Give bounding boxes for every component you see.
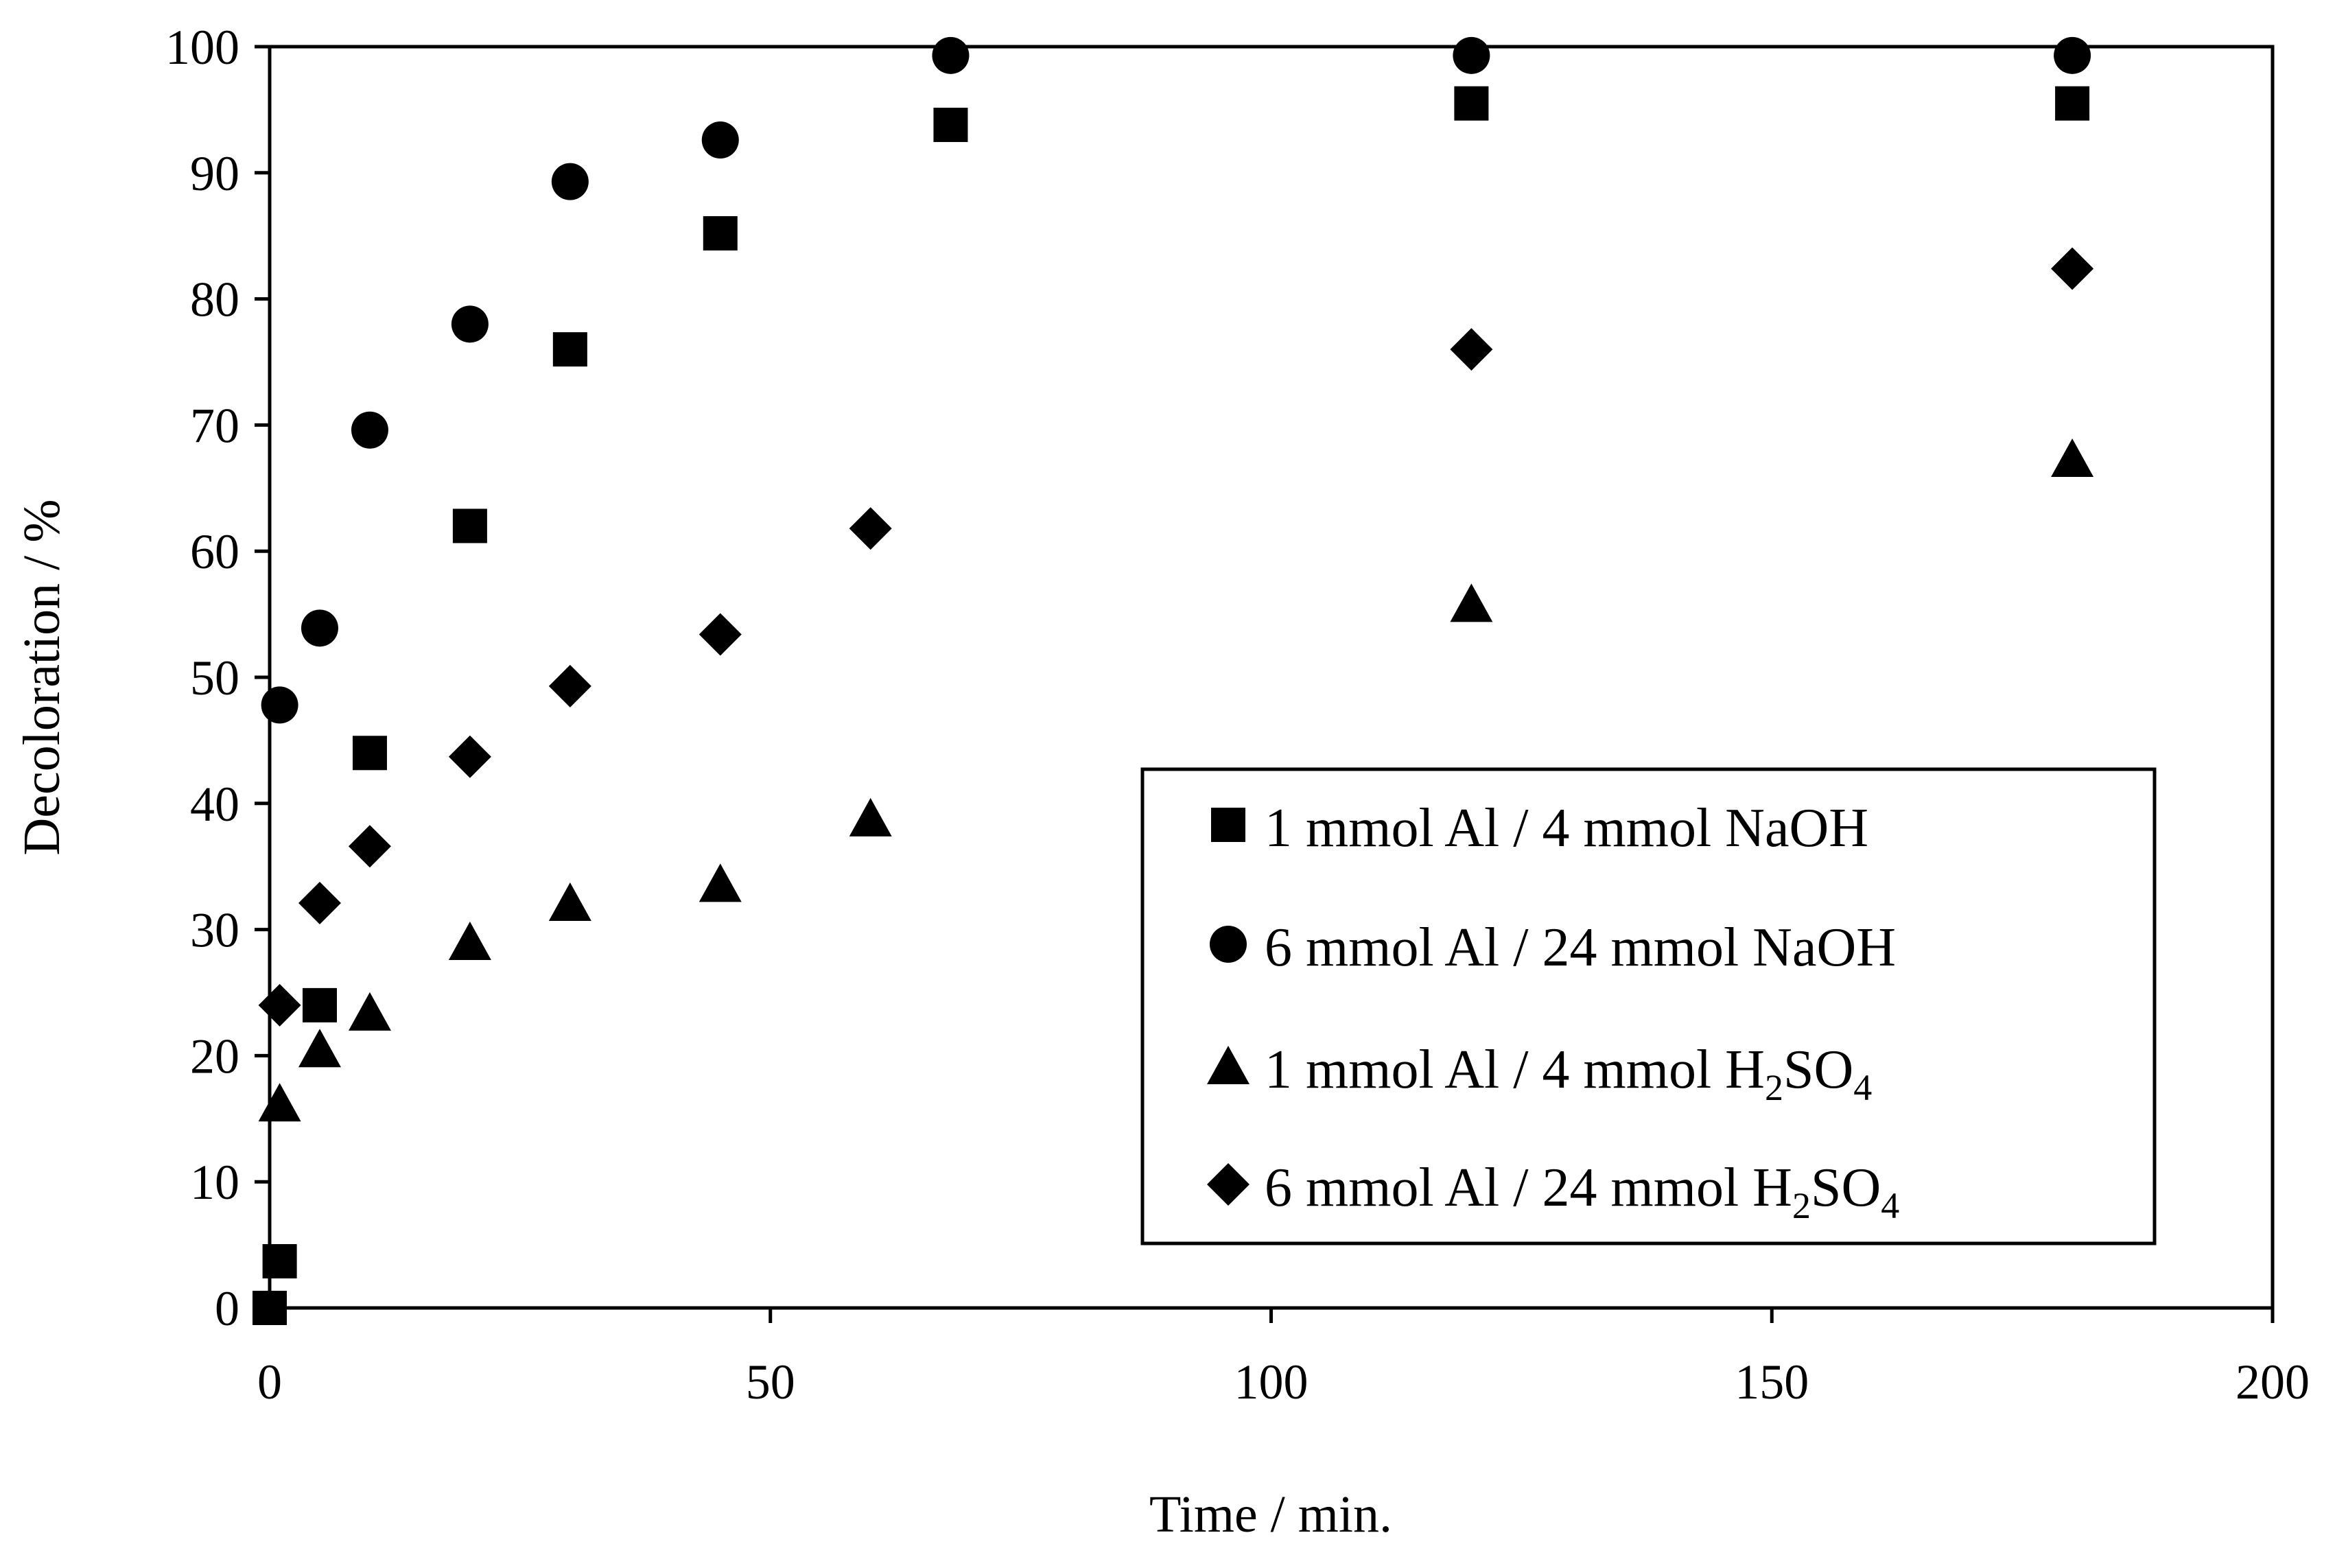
y-tick-label: 10 (190, 1155, 239, 1210)
legend: 1 mmol Al / 4 mmol NaOH 6 mmol Al / 24 mm… (1140, 767, 2157, 1245)
y-axis-title: Decoloration / % (13, 499, 71, 855)
series-circle (261, 36, 2091, 724)
legend-label: 6 mmol Al / 24 mmol NaOH (1265, 917, 1896, 978)
data-point-diamond (548, 664, 591, 707)
data-point-diamond (1450, 328, 1493, 371)
data-point-square (253, 1291, 287, 1325)
y-tick-label: 30 (190, 903, 239, 958)
legend-label-part: 6 mmol Al / 24 mmol H (1265, 1158, 1792, 1218)
x-tick-label: 150 (1735, 1355, 1809, 1409)
legend-label-part: 2 (1792, 1185, 1811, 1226)
legend-marker-diamond (1207, 1163, 1249, 1206)
data-point-circle (2054, 36, 2091, 74)
data-point-square (703, 216, 738, 251)
data-point-circle (301, 609, 338, 647)
legend-label: 6 mmol Al / 24 mmol H2SO4 (1265, 1158, 1899, 1226)
data-point-circle (1453, 36, 1490, 74)
data-point-diamond (448, 735, 491, 778)
y-axis-ticks: 0 10 20 30 40 50 60 70 80 90 100 (165, 20, 270, 1336)
y-tick-label: 80 (190, 272, 239, 327)
data-point-square (262, 1243, 297, 1278)
legend-label: 1 mmol Al / 4 mmol NaOH (1265, 798, 1868, 858)
x-tick-label: 100 (1234, 1355, 1309, 1409)
data-markers (253, 36, 2094, 1325)
data-point-diamond (298, 882, 341, 925)
legend-label-part: SO (1783, 1040, 1853, 1100)
y-tick-label: 60 (190, 524, 239, 579)
data-point-square (552, 332, 587, 367)
y-tick-label: 50 (190, 651, 239, 705)
data-point-triangle (548, 882, 591, 922)
legend-label: 1 mmol Al / 4 mmol H2SO4 (1265, 1040, 1872, 1108)
x-tick-label: 0 (257, 1355, 282, 1409)
data-point-diamond (2051, 247, 2094, 290)
data-point-circle (932, 36, 970, 74)
data-point-triangle (1450, 583, 1493, 622)
legend-label-part: 2 (1765, 1067, 1783, 1108)
legend-label-part: 1 mmol Al / 4 mmol NaOH (1265, 798, 1868, 858)
legend-label-part: 4 (1853, 1067, 1872, 1108)
legend-marker-triangle (1207, 1046, 1249, 1084)
series-diamond (258, 247, 2094, 1027)
legend-label-part: 1 mmol Al / 4 mmol H (1265, 1040, 1765, 1100)
data-point-triangle (2051, 438, 2094, 478)
data-point-circle (261, 686, 298, 724)
data-point-triangle (258, 1083, 301, 1122)
data-point-triangle (448, 921, 491, 960)
series-triangle (258, 438, 2094, 1122)
data-point-triangle (849, 797, 892, 836)
data-point-circle (701, 121, 739, 159)
legend-label-part: SO (1811, 1158, 1881, 1218)
data-point-diamond (258, 983, 301, 1027)
y-tick-label: 100 (165, 20, 239, 75)
x-tick-label: 200 (2236, 1355, 2310, 1409)
legend-box (1140, 767, 2157, 1245)
legend-label-part: 6 mmol Al / 24 mmol NaOH (1265, 917, 1896, 978)
x-axis-ticks: 0 50 100 150 200 (257, 1308, 2310, 1409)
y-tick-label: 70 (190, 398, 239, 453)
data-point-diamond (849, 507, 892, 550)
data-point-square (452, 508, 487, 543)
data-point-circle (351, 411, 388, 449)
data-point-diamond (348, 825, 391, 868)
data-point-triangle (699, 863, 742, 902)
x-axis-title: Time / min. (1149, 1486, 1392, 1543)
data-point-square (2055, 86, 2090, 121)
y-tick-label: 0 (215, 1281, 239, 1336)
data-point-circle (451, 305, 489, 343)
data-point-square (352, 736, 387, 771)
data-point-triangle (298, 1029, 341, 1068)
y-tick-label: 90 (190, 146, 239, 201)
data-point-triangle (348, 992, 391, 1031)
data-point-square (302, 987, 337, 1022)
data-point-circle (551, 163, 589, 200)
legend-marker-circle (1210, 926, 1247, 963)
y-tick-label: 40 (190, 777, 239, 832)
legend-label-part: 4 (1881, 1185, 1899, 1226)
x-tick-label: 50 (746, 1355, 795, 1409)
legend-marker-square (1211, 808, 1245, 842)
data-point-square (933, 107, 968, 142)
y-tick-label: 20 (190, 1029, 239, 1084)
data-point-square (1454, 86, 1489, 121)
data-point-diamond (699, 613, 742, 656)
series-square (253, 86, 2090, 1325)
